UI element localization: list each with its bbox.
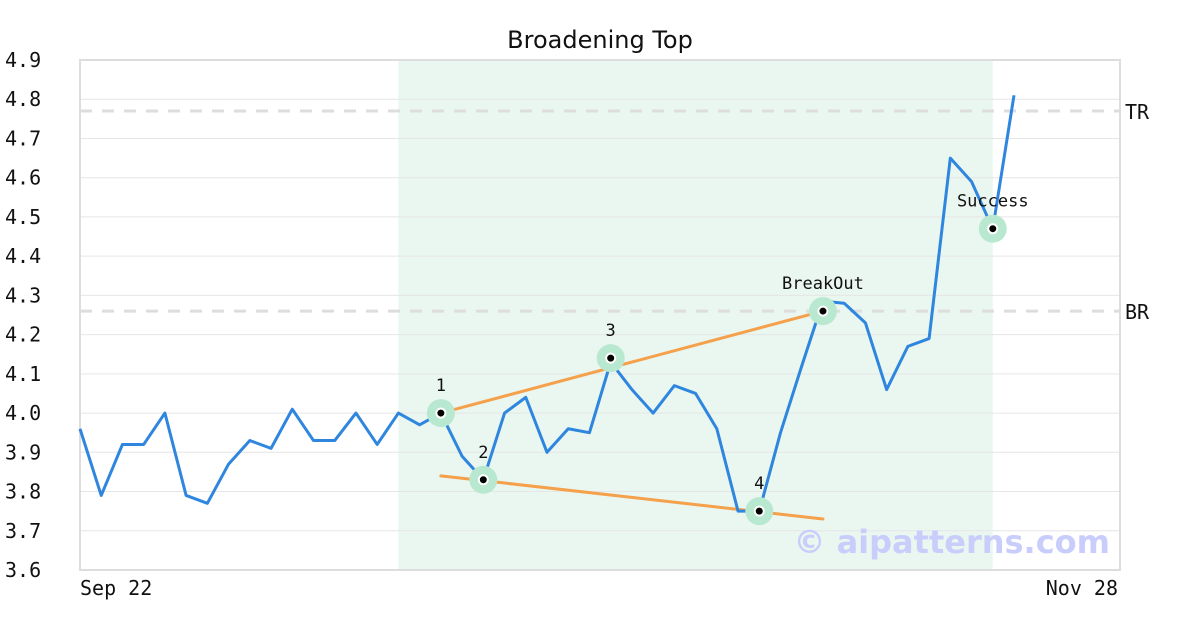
y-tick-label: 4.5: [5, 205, 41, 229]
chart-title: Broadening Top: [507, 26, 693, 54]
point-dot-breakout: [817, 305, 829, 317]
y-tick-label: 4.3: [5, 283, 41, 307]
point-dot-success: [987, 223, 999, 235]
y-tick-label: 4.7: [5, 126, 41, 150]
price-line: [78, 95, 1016, 513]
point-label-success: Success: [957, 192, 1029, 212]
y-tick-label: 3.8: [5, 480, 41, 504]
plot-frame: [79, 59, 1121, 571]
x-label-end: Nov 28: [1046, 576, 1118, 600]
y-tick-label: 4.2: [5, 323, 41, 347]
point-label-4: 4: [754, 474, 764, 494]
trendline-upper: [439, 309, 825, 415]
x-label-start: Sep 22: [80, 576, 152, 600]
y-tick-label: 4.4: [5, 244, 41, 268]
y-tick-label: 3.9: [5, 440, 41, 464]
point-dot-1: [435, 407, 447, 419]
point-label-breakout: BreakOut: [782, 274, 864, 294]
point-dot-4: [753, 505, 765, 517]
point-dot-3: [605, 352, 617, 364]
y-tick-label: 3.7: [5, 519, 41, 543]
pattern-highlight-region: [398, 60, 993, 570]
y-tick-label: 3.6: [5, 558, 41, 582]
watermark: © aipatterns.com: [793, 523, 1110, 561]
point-label-3: 3: [606, 321, 616, 341]
y-tick-label: 4.9: [5, 48, 41, 72]
y-tick-label: 4.0: [5, 401, 41, 425]
y-axis-ticks: 3.6 3.7 3.8 3.9 4.0 4.1 4.2 4.3 4.4 4.5 4.6 4.7 4.8 4…: [5, 48, 41, 582]
point-label-2: 2: [478, 443, 488, 463]
y-tick-label: 4.6: [5, 166, 41, 190]
pattern-points: 1 2 3 4 BreakOut Success: [426, 192, 1029, 526]
point-label-1: 1: [436, 376, 446, 396]
point-dot-2: [477, 474, 489, 486]
y-tick-label: 4.8: [5, 87, 41, 111]
level-lines: TR BR: [80, 100, 1150, 324]
level-label-tr: TR: [1125, 100, 1150, 124]
y-tick-label: 4.1: [5, 362, 41, 386]
level-label-br: BR: [1125, 300, 1150, 324]
